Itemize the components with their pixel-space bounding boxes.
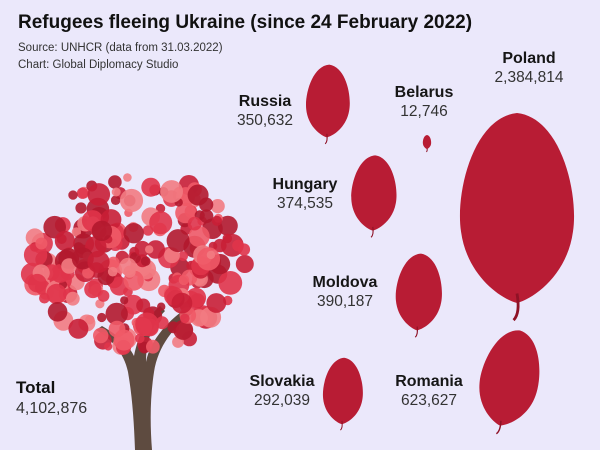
country-name: Russia [238,93,292,110]
country-label-hungary: Hungary 374,535 [262,175,348,214]
total-label: Total [16,378,56,397]
leaf-slovakia [322,357,363,431]
leaf-stem [426,148,428,153]
source-note: Source: UNHCR (data from 31.03.2022) [18,42,223,54]
leaf-blade [422,135,432,149]
leaf-romania [479,330,540,435]
country-label-russia: Russia 350,632 [229,92,301,131]
leaf-blade [459,113,575,303]
country-label-moldova: Moldova 390,187 [302,273,388,312]
country-value: 623,627 [400,392,458,409]
leaf-blade [322,357,363,425]
leaf-stem [414,326,419,338]
country-name: Romania [395,373,463,390]
chart-title: Refugees fleeing Ukraine (since 24 Febru… [18,12,473,33]
leaf-blade [479,330,540,426]
country-label-romania: Romania 623,627 [382,372,476,411]
leaf-blade [395,253,442,331]
country-label-poland: Poland 2,384,814 [482,49,576,88]
leaf-blade [351,155,397,231]
country-value: 12,746 [400,103,448,120]
leaf-stem [495,420,502,435]
country-name: Hungary [272,176,338,193]
country-name: Poland [502,50,556,67]
leaf-belarus [422,135,432,153]
country-name: Belarus [394,84,454,101]
country-value: 390,187 [316,293,374,310]
country-name: Slovakia [249,373,315,390]
leaf-marks [306,64,575,435]
country-value: 2,384,814 [494,69,564,86]
leaf-moldova [395,253,442,338]
total-block: Total 4,102,876 [16,378,87,420]
leaf-blade [306,64,350,138]
country-label-belarus: Belarus 12,746 [384,83,464,122]
leaf-stem [324,133,328,145]
leaf-stem [370,226,374,238]
country-value: 350,632 [236,112,294,129]
leaf-poland [459,113,575,322]
credit-note: Chart: Global Diplomacy Studio [18,59,179,71]
tree-illustration [20,173,254,450]
country-value: 374,535 [276,195,334,212]
country-value: 292,039 [253,392,311,409]
leaf-russia [306,64,350,145]
total-value: 4,102,876 [16,400,88,417]
leaf-stem [340,420,343,431]
tree-crown [20,173,254,355]
leaf-hungary [351,155,397,238]
leaf-stem [512,293,520,322]
country-label-slovakia: Slovakia 292,039 [236,372,328,411]
country-name: Moldova [312,274,378,291]
